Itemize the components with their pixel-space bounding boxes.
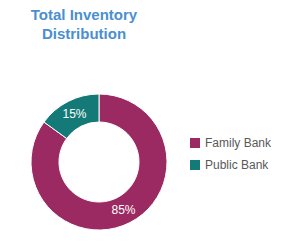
- data-label: 85%: [111, 203, 135, 217]
- slice: [31, 94, 167, 230]
- legend-swatch: [190, 138, 200, 148]
- legend: Family Bank Public Bank: [190, 136, 272, 172]
- slice: [44, 94, 99, 138]
- legend-label: Family Bank: [205, 136, 272, 150]
- chart: Total InventoryDistribution 85% 15% Family …: [0, 0, 300, 250]
- legend-swatch: [190, 160, 200, 170]
- data-label: 15%: [62, 107, 86, 121]
- slices: [31, 94, 167, 230]
- data-labels: 85% 15%: [62, 107, 135, 217]
- title: Total InventoryDistribution: [31, 6, 138, 42]
- legend-label: Public Bank: [205, 158, 269, 172]
